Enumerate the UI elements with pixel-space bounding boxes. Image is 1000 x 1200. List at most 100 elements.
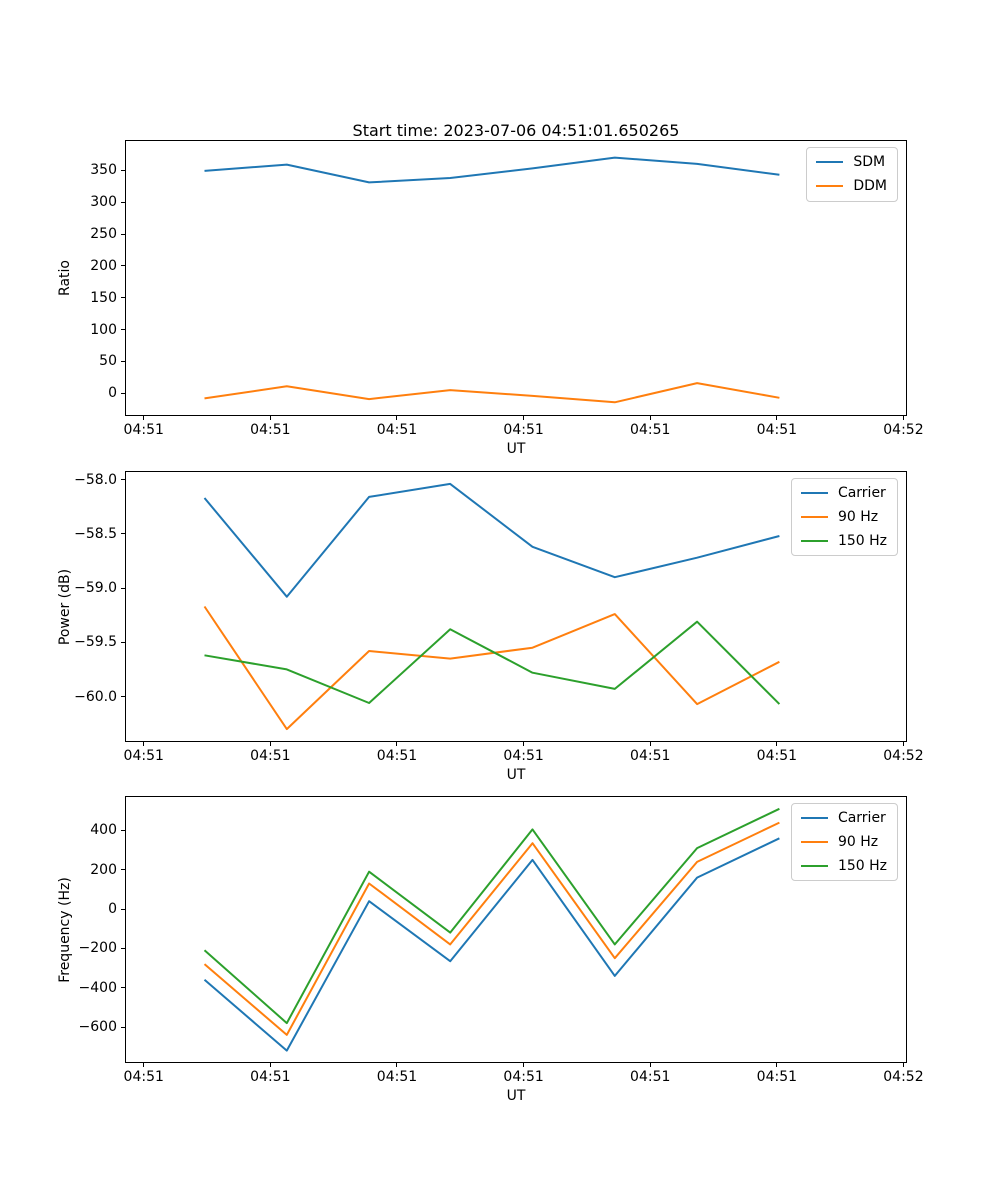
x-tick-mark [396, 741, 398, 746]
x-tick-label: 04:51 [123, 1069, 164, 1085]
y-tick-label: 250 [90, 226, 117, 243]
x-tick-label: 04:51 [376, 1069, 418, 1085]
x-tick-mark [649, 1062, 651, 1067]
x-tick-label: 04:51 [503, 1069, 544, 1085]
x-tick-mark [523, 415, 525, 420]
y-axis-label: Ratio [57, 260, 73, 296]
y-tick-mark [121, 869, 126, 871]
legend-swatch [816, 161, 844, 164]
y-tick-mark [121, 169, 126, 171]
y-tick-label: −200 [78, 940, 117, 957]
x-tick-label: 04:51 [250, 1069, 291, 1085]
x-tick-label: 04:51 [503, 422, 544, 438]
x-tick-label: 04:52 [883, 1069, 924, 1085]
x-tick-mark [523, 1062, 525, 1067]
plot-area: −58.0 −58.5 −59.0 −59.5 −60.0 04:51 04:51 04:51… [74, 471, 924, 783]
y-tick-label: 150 [90, 289, 117, 306]
x-tick-label: 04:52 [883, 422, 924, 438]
y-tick-label: 0 [108, 385, 117, 402]
y-tick-label: −60.0 [74, 688, 117, 705]
x-tick-label: 04:51 [630, 422, 671, 438]
legend: SDM DDM [806, 147, 898, 202]
ratio-chart: Ratio 0 50 100 150 200 250 300 350 04:51 04:51 04:… [57, 140, 924, 457]
x-tick-mark [396, 1062, 398, 1067]
y-tick-mark [121, 829, 126, 831]
legend-label: 90 Hz [837, 833, 879, 850]
legend-swatch [816, 185, 844, 188]
x-tick-mark [269, 741, 271, 746]
y-tick-mark [121, 908, 126, 910]
x-axis-label: UT [506, 1088, 526, 1104]
y-tick-label: −59.5 [74, 634, 117, 651]
x-tick-label: 04:51 [756, 748, 798, 764]
x-tick-label: 04:51 [756, 1069, 798, 1085]
series-lines-layer [203, 482, 781, 731]
y-tick-label: −600 [78, 1019, 117, 1035]
x-tick-mark [143, 415, 145, 420]
series-line-ddm [204, 382, 780, 404]
legend-label: 90 Hz [837, 508, 879, 525]
legend-entry-150-hz: 150 Hz [800, 857, 887, 875]
legend-entry-ddm: DDM [816, 178, 887, 195]
y-tick-mark [121, 696, 126, 698]
x-tick-mark [776, 741, 778, 746]
y-tick-label: 300 [90, 194, 117, 211]
legend-label: DDM [853, 177, 887, 194]
y-tick-mark [121, 297, 126, 299]
y-tick-mark [121, 479, 126, 481]
y-axis-label: Frequency (Hz) [57, 876, 73, 983]
legend-entry-90-hz: 90 Hz [800, 833, 887, 851]
legend-swatch [800, 864, 828, 867]
x-tick-label: 04:51 [376, 422, 418, 438]
x-tick-label: 04:52 [883, 748, 924, 764]
series-lines-layer [203, 807, 780, 1052]
series-line-90-hz [203, 605, 780, 731]
x-tick-mark [649, 415, 651, 420]
y-tick-label: −58.5 [74, 525, 117, 542]
x-tick-mark [143, 741, 145, 746]
y-tick-label: −400 [78, 979, 117, 996]
legend-swatch [800, 841, 828, 844]
plot-area: 0 50 100 150 200 250 300 350 04:51 04:51 04:51 04:5… [90, 140, 924, 457]
y-tick-mark [121, 233, 126, 235]
legend: Carrier 90 Hz 150 Hz [790, 803, 898, 882]
x-tick-label: 04:51 [123, 748, 164, 764]
x-tick-label: 04:51 [756, 422, 798, 438]
legend-entry-carrier: Carrier [800, 810, 887, 827]
legend-swatch [800, 539, 828, 542]
series-line-150-hz [203, 807, 780, 1025]
series-line-carrier [203, 482, 780, 598]
y-tick-mark [121, 587, 126, 589]
legend-label: SDM [853, 154, 886, 170]
series-line-sdm [204, 156, 780, 184]
y-tick-mark [121, 1026, 126, 1028]
y-tick-label: 50 [99, 353, 117, 370]
legend-entry-carrier: Carrier [800, 485, 887, 502]
x-tick-mark [649, 741, 651, 746]
series-line-carrier [203, 837, 780, 1052]
legend-label: 150 Hz [837, 857, 887, 874]
x-tick-label: 04:51 [250, 748, 291, 764]
figure-title: Start time: 2023-07-06 04:51:01.650265 [352, 121, 680, 140]
legend-entry-90-hz: 90 Hz [800, 508, 887, 526]
legend-swatch [800, 492, 828, 495]
x-tick-mark [776, 415, 778, 420]
legend-entry-150-hz: 150 Hz [800, 533, 887, 550]
x-axis-label: UT [506, 767, 526, 783]
y-tick-mark [121, 533, 126, 535]
x-axis-label: UT [506, 441, 526, 457]
series-line-150-hz [204, 620, 781, 705]
x-tick-mark [776, 1062, 778, 1067]
y-axis-label: Power (dB) [57, 568, 73, 645]
y-tick-mark [121, 329, 126, 331]
legend-entry-sdm: SDM [816, 154, 887, 171]
y-tick-label: 350 [90, 162, 117, 179]
x-tick-mark [902, 1062, 904, 1067]
x-tick-mark [396, 415, 398, 420]
series-line-90-hz [203, 821, 780, 1036]
x-tick-label: 04:51 [123, 422, 164, 438]
x-tick-mark [902, 415, 904, 420]
y-tick-label: 200 [90, 861, 117, 878]
legend: Carrier 90 Hz 150 Hz [790, 478, 898, 557]
